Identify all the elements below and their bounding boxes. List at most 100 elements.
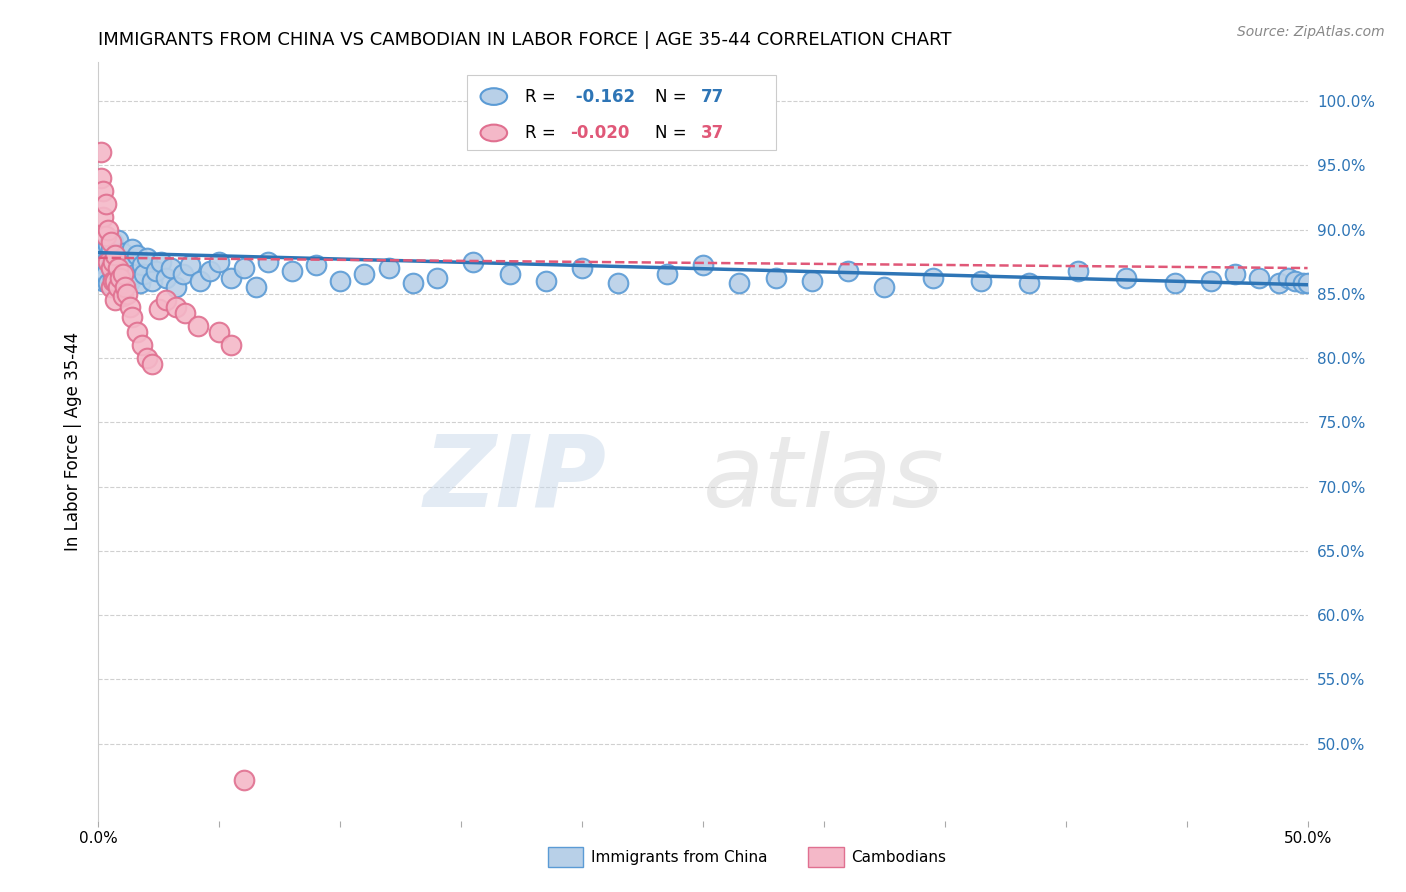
Point — [1292, 277, 1315, 291]
Point — [111, 245, 134, 260]
Point — [1296, 277, 1319, 291]
Text: N =: N = — [655, 87, 692, 105]
Point — [135, 351, 157, 365]
Point — [837, 263, 859, 277]
Point — [198, 263, 221, 277]
Text: -0.162: -0.162 — [569, 87, 636, 105]
Point — [1249, 271, 1271, 285]
Point — [1277, 271, 1299, 285]
Point — [165, 300, 187, 314]
Point — [97, 254, 120, 268]
Text: ZIP: ZIP — [423, 431, 606, 528]
Point — [305, 259, 328, 273]
Point — [97, 277, 120, 291]
Point — [91, 184, 114, 198]
Text: Source: ZipAtlas.com: Source: ZipAtlas.com — [1237, 25, 1385, 39]
Point — [104, 254, 127, 268]
Circle shape — [481, 88, 508, 105]
Point — [117, 286, 139, 301]
Point — [256, 254, 278, 268]
Point — [134, 268, 156, 282]
Point — [94, 254, 117, 268]
Point — [104, 263, 127, 277]
Point — [1163, 277, 1185, 291]
Point — [329, 274, 352, 288]
Text: Cambodians: Cambodians — [851, 850, 946, 864]
Point — [1115, 271, 1137, 285]
Point — [100, 235, 122, 250]
Text: atlas: atlas — [703, 431, 945, 528]
Point — [108, 271, 131, 285]
Point — [127, 326, 149, 340]
Point — [124, 268, 146, 282]
Point — [1267, 277, 1289, 291]
Point — [873, 280, 896, 294]
Point — [141, 358, 163, 372]
Point — [111, 277, 134, 291]
Point — [100, 259, 122, 273]
Point — [131, 259, 153, 273]
Point — [111, 289, 134, 303]
Text: R =: R = — [526, 87, 561, 105]
Point — [534, 274, 557, 288]
Point — [108, 268, 131, 282]
Point — [172, 268, 194, 282]
Point — [1199, 274, 1222, 288]
Point — [94, 268, 117, 282]
Point — [91, 274, 114, 288]
Point — [107, 233, 129, 247]
Point — [141, 274, 163, 288]
Point — [353, 268, 375, 282]
Bar — [467, 75, 776, 150]
Point — [160, 261, 183, 276]
Point — [131, 338, 153, 352]
Point — [765, 271, 787, 285]
Point — [101, 235, 124, 250]
Point — [150, 254, 173, 268]
Point — [970, 274, 993, 288]
Point — [121, 242, 143, 256]
Point — [104, 248, 127, 262]
Point — [118, 274, 141, 288]
Point — [607, 277, 630, 291]
Point — [94, 228, 117, 243]
Point — [232, 261, 254, 276]
Point — [188, 274, 211, 288]
Point — [127, 248, 149, 262]
Point — [91, 248, 114, 262]
Point — [117, 254, 139, 268]
Point — [118, 300, 141, 314]
Point — [97, 238, 120, 252]
Point — [692, 259, 714, 273]
Point — [165, 280, 187, 294]
Point — [155, 293, 177, 308]
Point — [655, 268, 678, 282]
Point — [402, 277, 425, 291]
Point — [1223, 268, 1246, 282]
Point — [101, 274, 124, 288]
Point — [377, 261, 399, 276]
Point — [104, 293, 127, 308]
Point — [232, 772, 254, 787]
Point — [174, 306, 197, 320]
Point — [187, 318, 209, 333]
Point — [100, 280, 122, 294]
Point — [101, 254, 124, 268]
Point — [208, 254, 231, 268]
Point — [90, 145, 112, 160]
Point — [90, 171, 112, 186]
Point — [128, 277, 150, 291]
Y-axis label: In Labor Force | Age 35-44: In Labor Force | Age 35-44 — [63, 332, 82, 551]
Point — [108, 251, 131, 265]
Point — [571, 261, 593, 276]
Point — [1018, 277, 1040, 291]
Text: 77: 77 — [700, 87, 724, 105]
Point — [91, 210, 114, 224]
Point — [463, 254, 485, 268]
Point — [728, 277, 751, 291]
Point — [208, 326, 231, 340]
Point — [179, 259, 201, 273]
Point — [281, 263, 304, 277]
Point — [107, 261, 129, 276]
Point — [121, 310, 143, 324]
